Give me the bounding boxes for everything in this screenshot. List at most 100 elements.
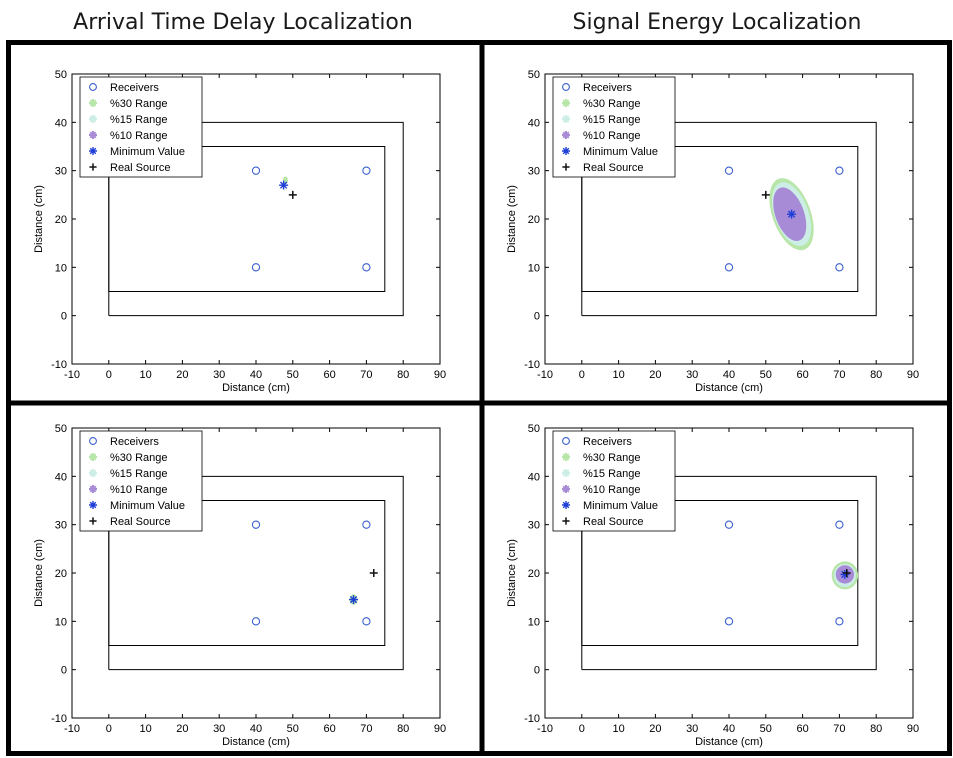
chart-1-receiver-marker xyxy=(835,166,844,175)
chart-3-legend-marker-range10 xyxy=(562,485,570,493)
chart-3-x-tick-label: 70 xyxy=(833,723,845,735)
chart-3-x-tick-label: -10 xyxy=(537,723,553,735)
chart-1-legend-label: %15 Range xyxy=(583,114,641,126)
chart-2-legend-marker-range10 xyxy=(89,485,97,493)
column-title-arrival-time: Arrival Time Delay Localization xyxy=(73,10,413,35)
chart-3-y-tick-label: 10 xyxy=(528,616,540,628)
chart-2-x-tick-label: 90 xyxy=(434,723,446,735)
chart-0-y-tick-label: -10 xyxy=(51,359,67,371)
chart-3-x-tick-label: 80 xyxy=(870,723,882,735)
chart-1-receiver-marker xyxy=(835,263,844,272)
chart-1-y-tick-label: 30 xyxy=(528,166,540,178)
chart-signal-energy-bottom: -10 0 10 20 30 40 50 60 70 80 90-1001020304050Dist… xyxy=(506,423,919,748)
chart-0-x-tick-label: 20 xyxy=(176,369,188,381)
chart-2-legend-marker-range30 xyxy=(89,453,97,461)
chart-3-legend-label: %15 Range xyxy=(583,468,641,480)
chart-1-legend-marker-minimum xyxy=(562,147,570,155)
chart-signal-energy-top: -10 0 10 20 30 40 50 60 70 80 90-1001020304050Dist… xyxy=(506,69,919,394)
chart-0-legend-marker-range15 xyxy=(89,115,97,123)
chart-2-minimum-value-marker xyxy=(349,595,359,605)
chart-0-legend-marker-real-source xyxy=(89,163,97,171)
chart-2-legend-label: %10 Range xyxy=(110,484,168,496)
chart-0-x-tick-label: 90 xyxy=(434,369,446,381)
chart-0-legend-box xyxy=(79,76,203,178)
chart-2-x-tick-label: -10 xyxy=(64,723,80,735)
chart-1-x-axis-label: Distance (cm) xyxy=(695,382,763,394)
chart-3-x-tick-label: 20 xyxy=(649,723,661,735)
chart-0-x-tick-label: 60 xyxy=(323,369,335,381)
chart-3-legend-box xyxy=(552,430,676,532)
chart-2-legend-label: %30 Range xyxy=(110,452,168,464)
chart-1-x-tick-label: 30 xyxy=(686,369,698,381)
chart-2-legend-label: %15 Range xyxy=(110,468,168,480)
chart-1-x-tick-label: 20 xyxy=(649,369,661,381)
chart-1-real-source-marker xyxy=(761,190,770,199)
chart-1-y-tick-label: 50 xyxy=(528,69,540,81)
chart-0-legend-marker-range10 xyxy=(89,131,97,139)
chart-3-y-tick-label: 0 xyxy=(534,665,540,677)
chart-2-legend-marker-receivers xyxy=(89,437,97,445)
chart-3-legend-marker-receivers xyxy=(562,437,570,445)
chart-3-legend-marker-range15 xyxy=(562,469,570,477)
chart-1-legend-label: Real Source xyxy=(583,162,644,174)
chart-0-x-tick-label: 10 xyxy=(139,369,151,381)
chart-2-y-tick-label: 40 xyxy=(55,471,67,483)
chart-3-receiver-marker xyxy=(724,617,734,626)
figure-grid-frame xyxy=(6,40,952,756)
chart-3-x-tick-label: 30 xyxy=(686,723,698,735)
chart-3-y-tick-label: 50 xyxy=(528,423,540,435)
chart-2-y-tick-label: 10 xyxy=(55,616,67,628)
chart-3-y-axis-label: Distance (cm) xyxy=(506,539,518,607)
chart-2-real-source-marker xyxy=(369,569,378,577)
chart-0-y-tick-label: 40 xyxy=(55,117,67,129)
chart-3-real-source-marker xyxy=(842,569,851,577)
chart-0-legend-marker-receivers xyxy=(89,83,97,91)
chart-1-x-tick-label: 10 xyxy=(612,369,624,381)
chart-2-legend-marker-real-source xyxy=(89,517,97,525)
chart-0-legend-marker-minimum xyxy=(89,147,97,155)
chart-2-receiver-marker xyxy=(362,520,371,529)
chart-2-y-tick-label: 0 xyxy=(61,665,67,677)
chart-2-x-tick-label: 20 xyxy=(176,723,188,735)
chart-0-x-tick-label: 0 xyxy=(106,369,112,381)
chart-1-receiver-marker xyxy=(724,263,734,272)
chart-0-x-tick-label: 30 xyxy=(213,369,225,381)
chart-2-inner-boundary xyxy=(108,500,386,646)
chart-0-x-tick-label: 80 xyxy=(397,369,409,381)
chart-0-y-tick-label: 10 xyxy=(55,262,67,274)
chart-arrival-time-bottom: -10 0 10 20 30 40 50 60 70 80 90-1001020304050Dist… xyxy=(33,423,446,748)
chart-2-x-tick-label: 30 xyxy=(213,723,225,735)
chart-2-receiver-marker xyxy=(251,520,261,529)
chart-3-x-tick-label: 0 xyxy=(579,723,585,735)
chart-0-x-tick-label: 50 xyxy=(287,369,299,381)
chart-2-x-tick-label: 50 xyxy=(287,723,299,735)
chart-3-legend-marker-real-source xyxy=(562,517,570,525)
chart-1-x-tick-label: 60 xyxy=(796,369,808,381)
chart-1-x-tick-label: 40 xyxy=(723,369,735,381)
chart-3-legend-label: %30 Range xyxy=(583,452,641,464)
chart-3-legend-marker-range30 xyxy=(562,453,570,461)
chart-1-y-tick-label: 10 xyxy=(528,262,540,274)
chart-1-legend-label: Receivers xyxy=(583,82,632,94)
chart-3-legend-label: Minimum Value xyxy=(583,500,658,512)
chart-0-x-axis-label: Distance (cm) xyxy=(222,382,290,394)
chart-0-x-tick-label: 40 xyxy=(250,369,262,381)
chart-2-legend-marker-range15 xyxy=(89,469,97,477)
chart-2-legend-label: Minimum Value xyxy=(110,500,185,512)
column-title-signal-energy: Signal Energy Localization xyxy=(572,10,862,35)
chart-0-receiver-marker xyxy=(362,263,371,272)
chart-1-legend-label: Minimum Value xyxy=(583,146,658,158)
frame-outer-border xyxy=(6,40,952,756)
chart-0-legend-label: %10 Range xyxy=(110,130,168,142)
chart-1-y-axis-label: Distance (cm) xyxy=(506,185,518,253)
chart-3-x-tick-label: 90 xyxy=(907,723,919,735)
chart-1-legend-label: %10 Range xyxy=(583,130,641,142)
chart-0-legend-marker-range30 xyxy=(89,99,97,107)
chart-0-legend-label: %15 Range xyxy=(110,114,168,126)
chart-1-y-tick-label: -10 xyxy=(524,359,540,371)
chart-0-y-tick-label: 0 xyxy=(61,311,67,323)
chart-2-x-tick-label: 10 xyxy=(139,723,151,735)
chart-1-minimum-value-marker xyxy=(787,209,797,219)
chart-0-legend-label: Minimum Value xyxy=(110,146,185,158)
chart-0-y-tick-label: 20 xyxy=(55,214,67,226)
